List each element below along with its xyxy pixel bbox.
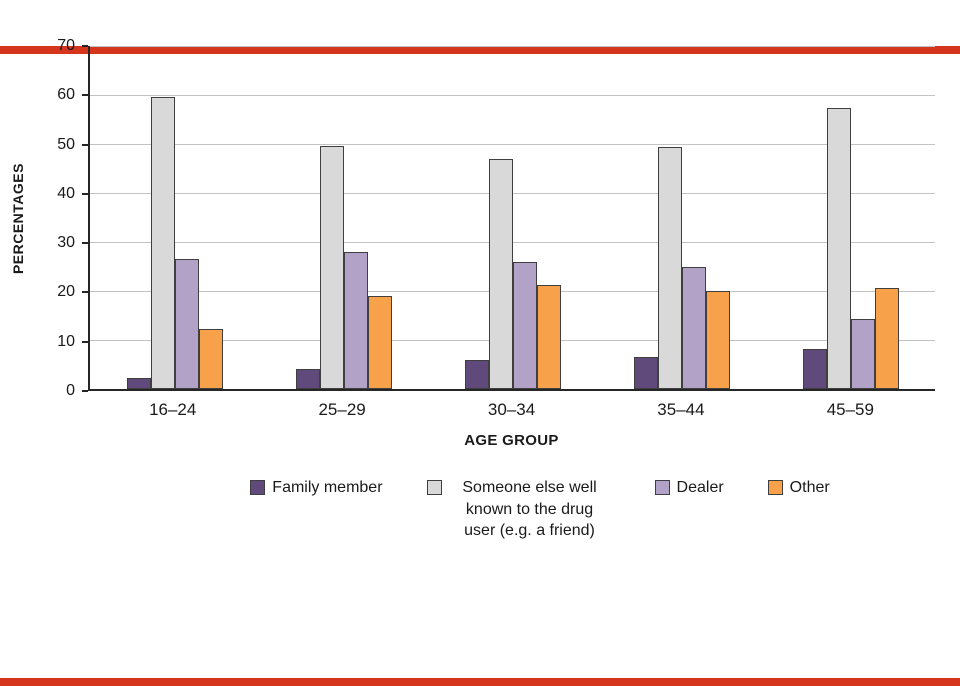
top-red-border: [0, 46, 960, 54]
legend-item: Other: [767, 477, 830, 499]
gridline: [90, 144, 935, 145]
bar-dealer: [343, 251, 368, 389]
y-axis-title: PERCENTAGES: [10, 162, 26, 275]
bar-dealer: [681, 267, 706, 389]
bar-group: [428, 46, 597, 389]
y-tick-mark: [82, 340, 88, 343]
bar-someone-else: [488, 158, 513, 389]
legend-swatch: [767, 480, 783, 495]
bar-chart: PERCENTAGES 0 10 20 30 40 50 60 70 16–24 25–29 30…: [0, 38, 960, 542]
bar-other: [198, 329, 223, 389]
legend-item: Someone else well known to the drug user…: [426, 477, 611, 542]
gridline: [90, 242, 935, 243]
legend-label: Other: [789, 479, 830, 496]
bar-group: [597, 46, 766, 389]
bar-other: [705, 291, 730, 389]
bar-someone-else: [150, 97, 175, 389]
x-tick-label: 25–29: [318, 400, 366, 419]
chart-plot-row: PERCENTAGES 0 10 20 30 40 50 60 70: [0, 38, 960, 399]
legend: Family member Someone else well known to …: [0, 477, 960, 542]
y-tick-label: 70: [57, 37, 75, 54]
x-axis-title-row: AGE GROUP: [0, 420, 960, 449]
y-tick-mark: [82, 291, 88, 294]
y-tick-mark: [82, 94, 88, 97]
y-tick-mark: [82, 242, 88, 245]
bar-family-member: [126, 377, 151, 389]
legend-swatch: [426, 480, 442, 495]
bar-dealer: [512, 261, 537, 389]
bar-other: [367, 295, 392, 389]
bar-group: [259, 46, 428, 389]
bar-other: [874, 288, 899, 389]
legend-label: Someone else well known to the drug user…: [462, 479, 597, 540]
bar-dealer: [174, 259, 199, 389]
y-tick-label: 40: [57, 184, 75, 202]
legend-item: Dealer: [654, 477, 724, 499]
bar-someone-else: [319, 146, 344, 389]
gridline: [90, 193, 935, 195]
bar-group: [90, 46, 259, 389]
x-tick-label: 45–59: [826, 400, 874, 419]
y-tick-label: 60: [57, 86, 75, 104]
y-tick-label: 30: [57, 234, 75, 252]
x-axis-labels-row: 16–24 25–29 30–34 35–44 45–59: [0, 391, 960, 420]
bar-other: [536, 284, 561, 389]
bar-family-member: [464, 359, 489, 389]
x-tick-label: 35–44: [657, 400, 705, 419]
y-axis: 0 10 20 30 40 50 60 70: [36, 38, 88, 399]
x-tick-label: 30–34: [487, 400, 536, 419]
legend-swatch: [250, 480, 266, 495]
y-tick-label: 20: [57, 283, 75, 301]
bar-family-member: [802, 348, 827, 389]
bar-someone-else: [826, 108, 851, 389]
x-tick-labels: 16–24 25–29 30–34 35–44 45–59: [88, 391, 935, 420]
y-tick-label: 0: [66, 382, 75, 399]
bar-family-member: [633, 357, 658, 389]
bar-someone-else: [657, 147, 682, 389]
x-tick-label: 16–24: [149, 400, 197, 419]
bar-groups: [90, 46, 935, 389]
legend-swatch: [654, 480, 670, 495]
y-tick-mark: [82, 143, 88, 146]
plot-area: [88, 46, 935, 391]
y-tick-mark: [82, 45, 88, 47]
y-tick-label: 50: [57, 135, 75, 153]
x-axis-title: AGE GROUP: [464, 432, 559, 449]
y-tick-label: 10: [57, 332, 75, 350]
bar-group: [766, 46, 935, 389]
bottom-red-border: [0, 678, 960, 686]
bar-family-member: [295, 369, 320, 389]
x-axis-title-spacer: [0, 420, 88, 449]
gridline: [90, 95, 935, 96]
y-axis-title-column: PERCENTAGES: [0, 46, 36, 391]
y-tick-mark: [82, 192, 88, 195]
legend-label: Dealer: [676, 479, 724, 496]
gridline: [90, 46, 935, 47]
legend-label: Family member: [272, 479, 383, 496]
y-tick-mark: [82, 390, 88, 392]
legend-item: Family member: [250, 477, 383, 499]
bar-dealer: [850, 318, 875, 389]
